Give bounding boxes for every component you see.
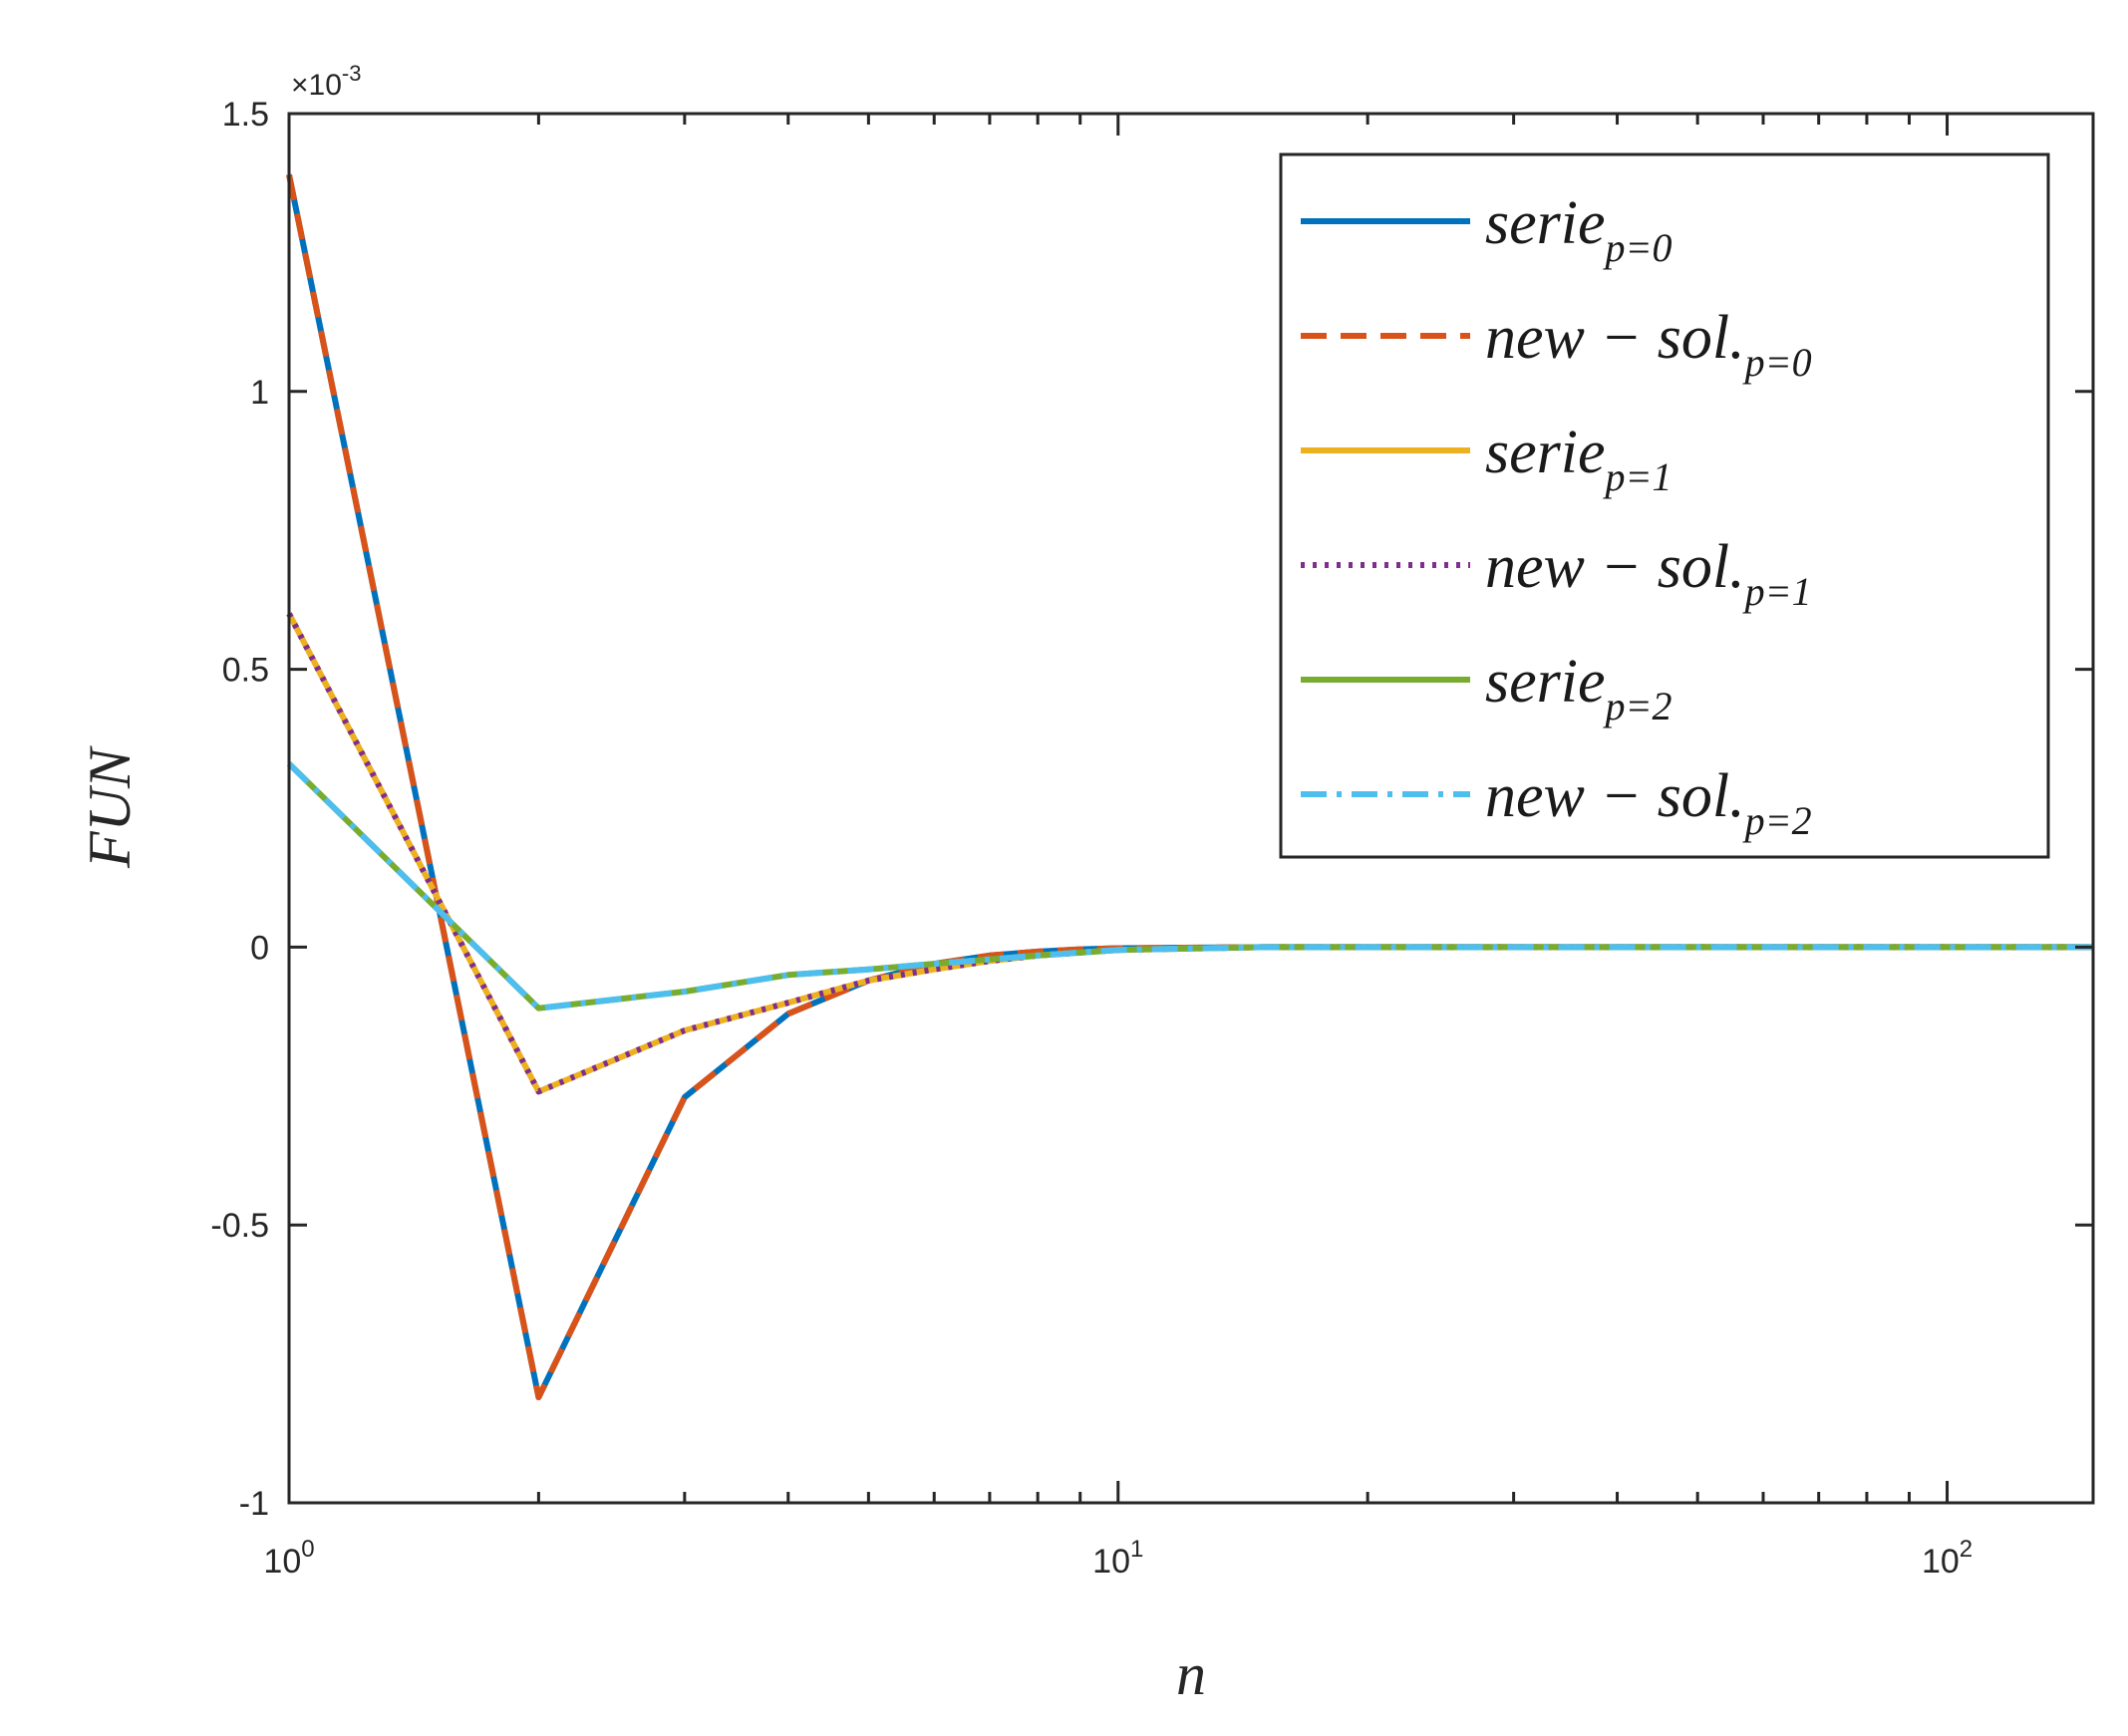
tick-layer: 1.5 1 0.5 0 -0.5 -1 100 101 102 <box>210 96 2093 1581</box>
series-line-1 <box>286 173 2093 1401</box>
legend: seriep=0 new − sol.p=0 seriep=1 new − sol.p… <box>1279 152 2050 859</box>
x-tick-label-2: 102 <box>1922 1536 1973 1581</box>
y-exponent-label: ×10-3 <box>291 61 361 102</box>
legend-label-5: new − sol.p=2 <box>1485 762 1812 843</box>
legend-label-0: seriep=0 <box>1485 189 1672 270</box>
series-layer <box>286 173 2093 1401</box>
axes-box <box>287 112 2095 1505</box>
legend-label-3: new − sol.p=1 <box>1485 533 1812 614</box>
y-tick-label-5: -1 <box>239 1485 269 1523</box>
series-line-5 <box>286 761 2093 1012</box>
legend-label-4: seriep=2 <box>1485 648 1672 728</box>
x-tick-label-1: 101 <box>1092 1536 1143 1581</box>
legend-box <box>1279 152 2050 859</box>
y-tick-label-1: 1 <box>250 374 269 412</box>
legend-label-2: seriep=1 <box>1485 419 1672 499</box>
y-tick-label-3: 0 <box>250 929 269 967</box>
x-axis-label: n <box>1176 1641 1206 1707</box>
y-tick-label-2: 0.5 <box>222 652 269 690</box>
legend-label-1: new − sol.p=0 <box>1485 304 1812 385</box>
y-tick-label-0: 1.5 <box>222 96 269 134</box>
y-axis-label: FUN <box>77 745 143 869</box>
x-tick-label-0: 100 <box>263 1536 314 1581</box>
y-tick-label-4: -0.5 <box>210 1207 269 1245</box>
